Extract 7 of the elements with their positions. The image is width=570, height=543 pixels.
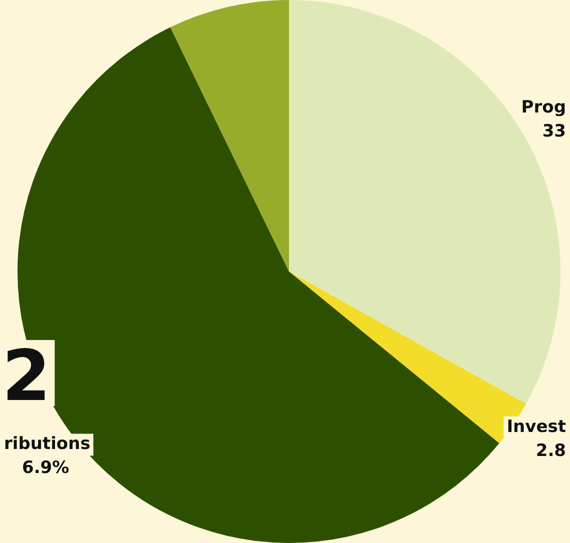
slice-label: Prog xyxy=(521,98,566,118)
text: 2 xyxy=(2,335,51,417)
slice-label: ributions xyxy=(4,434,90,454)
slice-label: Invest xyxy=(506,416,566,437)
text: 33 xyxy=(542,122,566,142)
text: 6.9% xyxy=(22,458,70,478)
text: 2.8 xyxy=(536,440,566,461)
